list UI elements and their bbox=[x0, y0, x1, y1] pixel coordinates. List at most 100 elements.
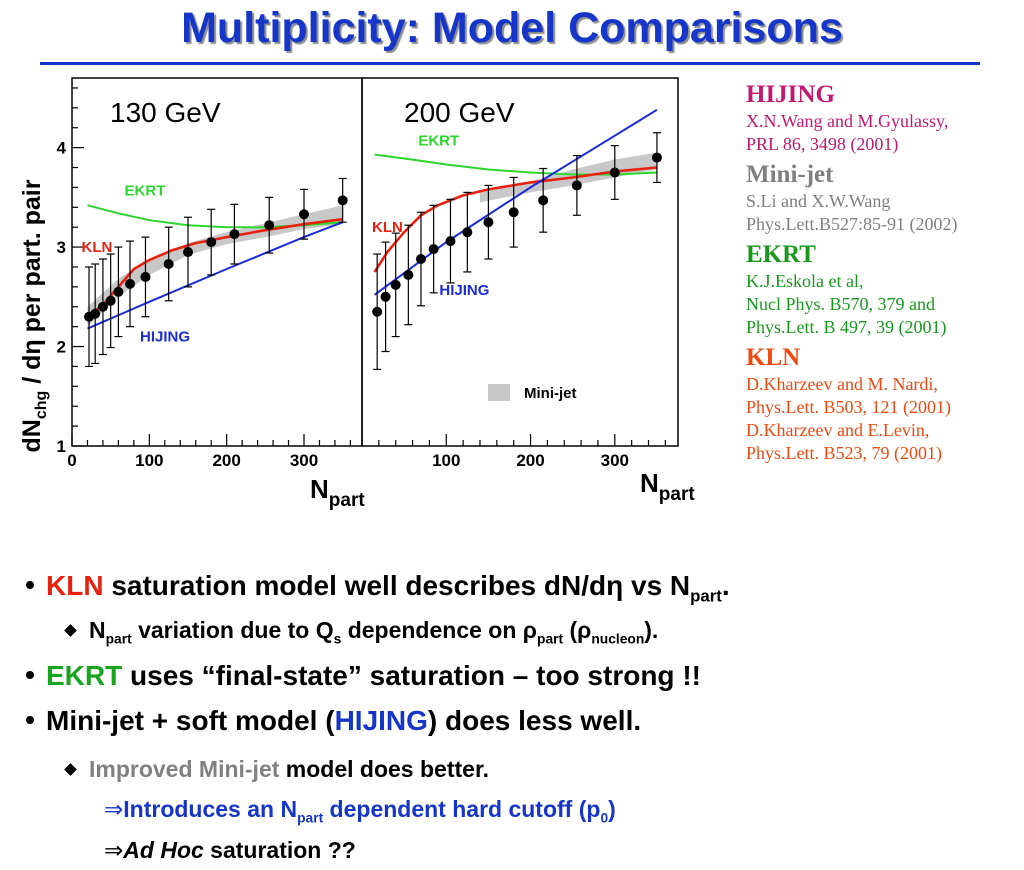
panel-130gev: 0 100 200 300 1 2 3 4 130 GeV EKRT KLN HIJING Npart bbox=[57, 77, 366, 511]
dependence-text: dependence on ρ bbox=[341, 617, 538, 643]
improved-minijet-label: Improved Mini-jet bbox=[89, 756, 280, 782]
series-label-hijing: HIJING bbox=[439, 282, 489, 299]
legend-swatch-minijet bbox=[488, 384, 510, 401]
reference-line: D.Kharzeev and M. Nardi, bbox=[746, 374, 938, 394]
rho-text: (ρ bbox=[563, 617, 592, 643]
bullet-minijet-text2: ) does less well. bbox=[427, 705, 642, 736]
bullet-minijet-text1: Mini-jet + soft model ( bbox=[46, 705, 335, 736]
minijet-band bbox=[87, 205, 343, 327]
reference-line: D.Kharzeev and E.Levin, bbox=[746, 420, 930, 440]
npart-sub: part bbox=[105, 631, 132, 647]
multiplicity-chart: dNchg / dη per part. pair 0 100 200 300 1 2 3 4… bbox=[18, 77, 695, 511]
cutoff-npart-sub: part bbox=[297, 810, 324, 826]
bullet-diamond bbox=[64, 624, 77, 637]
data-point bbox=[90, 308, 101, 319]
close-paren-text: ). bbox=[644, 617, 659, 643]
data-point bbox=[97, 301, 108, 312]
kln-label: KLN bbox=[46, 570, 104, 601]
implies-arrow: ⇒ bbox=[104, 838, 124, 864]
improved-minijet-text: model does better. bbox=[279, 756, 490, 782]
bullet-diamond bbox=[64, 763, 77, 776]
x-axis-label-sub: part bbox=[329, 490, 366, 511]
x-tick-label: 0 bbox=[67, 451, 76, 470]
data-point bbox=[538, 195, 549, 206]
reference-model-kln: KLN bbox=[746, 344, 801, 371]
reference-line: Phys.Lett. B523, 79 (2001) bbox=[746, 443, 942, 463]
series-line-hijing bbox=[87, 221, 344, 330]
data-point bbox=[380, 291, 391, 302]
x-tick-label: 100 bbox=[135, 451, 163, 470]
svg-text:dNchg / dη per part. pair: dNchg / dη per part. pair bbox=[18, 179, 50, 452]
legend-label-minijet: Mini-jet bbox=[524, 385, 577, 402]
x-tick-label: 200 bbox=[212, 451, 240, 470]
x-tick-label: 300 bbox=[601, 451, 629, 470]
bullet-dot bbox=[26, 580, 34, 589]
data-point bbox=[483, 217, 494, 228]
cutoff-text2: dependent hard cutoff (p bbox=[323, 796, 601, 822]
reference-line: PRL 86, 3498 (2001) bbox=[746, 134, 899, 154]
plot-frame bbox=[71, 77, 363, 447]
bullet-dot bbox=[26, 715, 34, 724]
reference-line: Phys.Lett.B527:85-91 (2002) bbox=[746, 214, 958, 234]
cutoff-text1: Introduces an N bbox=[123, 796, 298, 822]
ekrt-label: EKRT bbox=[46, 660, 123, 691]
y-axis-label: dNchg / dη per part. pair bbox=[18, 179, 50, 452]
qs-sub: s bbox=[333, 631, 342, 647]
reference-model-hijing: HIJING bbox=[746, 81, 835, 108]
plot-frame bbox=[361, 77, 679, 447]
data-point bbox=[183, 247, 193, 258]
x-axis-label: Npart bbox=[640, 468, 695, 505]
y-tick-label: 1 bbox=[57, 437, 66, 456]
x-tick-label: 300 bbox=[290, 451, 318, 470]
data-point bbox=[462, 227, 473, 238]
reference-line: Phys.Lett. B 497, 39 (2001) bbox=[746, 317, 947, 337]
bullet-minijet: Mini-jet + soft model (HIJING) does less… bbox=[26, 705, 641, 737]
cutoff-text3: ) bbox=[608, 796, 616, 822]
series-label-kln: KLN bbox=[82, 239, 113, 256]
series-label-ekrt: EKRT bbox=[125, 182, 166, 199]
y-axis-label-sub: chg bbox=[33, 391, 50, 419]
references-panel: HIJING X.N.Wang and M.Gyulassy, PRL 86, 34… bbox=[746, 76, 1018, 465]
data-point bbox=[163, 258, 174, 269]
variation-text: variation due to Q bbox=[131, 617, 334, 643]
data-point bbox=[403, 269, 414, 280]
bullet-kln-end: . bbox=[721, 570, 730, 601]
bullet-ekrt: EKRT uses “final-state” saturation – too… bbox=[26, 660, 701, 692]
bullet-dot bbox=[26, 670, 34, 679]
p0-sub: 0 bbox=[600, 810, 609, 826]
series-line-kln bbox=[86, 217, 343, 318]
data-point bbox=[337, 195, 348, 206]
data-point bbox=[125, 278, 135, 289]
adhoc-text: saturation ?? bbox=[203, 837, 356, 863]
x-tick-label: 200 bbox=[516, 451, 544, 470]
data-point bbox=[229, 229, 240, 240]
y-tick-label: 2 bbox=[57, 338, 66, 357]
panel-200gev: 100 200 300 200 GeV EKRT KLN HIJING Npart Mini-j… bbox=[361, 77, 695, 505]
data-point bbox=[113, 286, 124, 297]
series-line-kln bbox=[373, 166, 658, 273]
reference-model-ekrt: EKRT bbox=[746, 241, 816, 268]
data-point bbox=[415, 254, 426, 265]
reference-line: K.J.Eskola et al, bbox=[746, 271, 864, 291]
series-label-hijing: HIJING bbox=[140, 329, 190, 346]
subbullet-npart-variation: Npart variation due to Qs dependence on … bbox=[64, 617, 659, 647]
y-tick-label: 4 bbox=[57, 139, 67, 158]
bullet-kln: KLN saturation model well describes dN/d… bbox=[26, 570, 730, 607]
series-line-ekrt bbox=[374, 153, 657, 176]
series-line-hijing bbox=[374, 108, 658, 296]
arrow-line-adhoc: ⇒Ad Hoc saturation ?? bbox=[104, 837, 356, 864]
x-axis-label-main: N bbox=[310, 474, 329, 504]
data-point bbox=[105, 295, 116, 306]
series-label-ekrt: EKRT bbox=[418, 133, 459, 150]
data-point bbox=[206, 237, 217, 248]
bullet-ekrt-text: uses “final-state” saturation – too stro… bbox=[122, 660, 701, 691]
reference-model-mini-jet: Mini-jet bbox=[746, 161, 834, 188]
data-point bbox=[390, 279, 401, 290]
data-point bbox=[651, 152, 662, 163]
npart-n: N bbox=[89, 617, 106, 643]
hijing-label: HIJING bbox=[334, 705, 428, 736]
implies-arrow: ⇒ bbox=[104, 797, 124, 823]
x-tick-label: 100 bbox=[432, 451, 460, 470]
data-point bbox=[372, 306, 383, 317]
data-point bbox=[445, 236, 456, 247]
